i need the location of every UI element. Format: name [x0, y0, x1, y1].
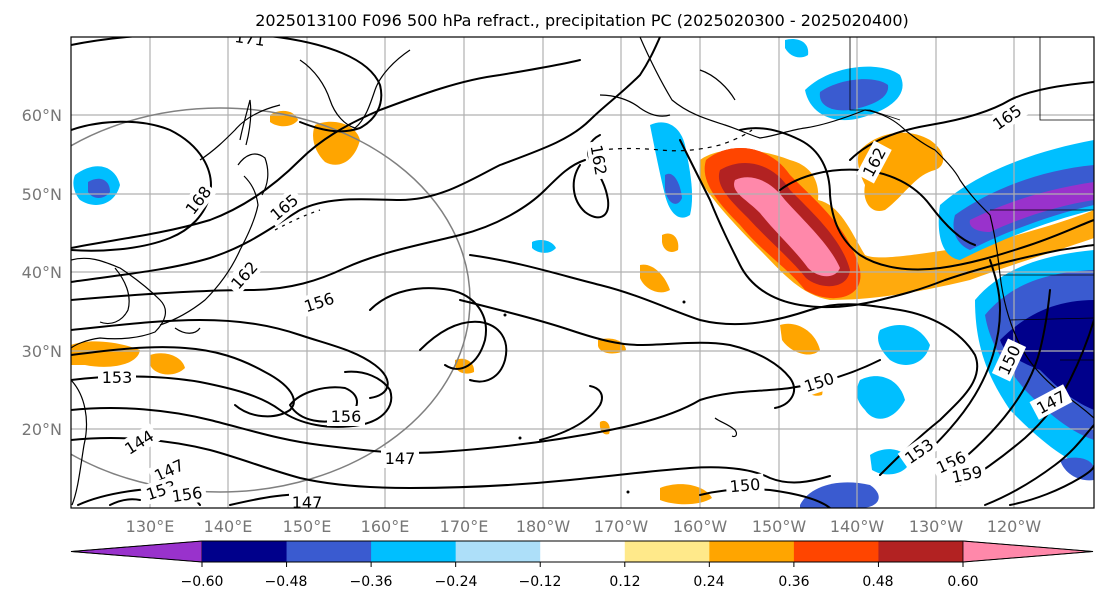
lon-labels: 130°E 140°E 150°E 160°E 170°E 180°W 170°… [126, 517, 1042, 536]
lon-label: 130°W [909, 517, 964, 536]
colorbar-segments [70, 540, 1094, 567]
lon-label: 170°W [594, 517, 649, 536]
contour-label: 171 [233, 27, 266, 50]
colorbar-tick-label: 0.36 [778, 574, 809, 590]
colorbar-segment [709, 541, 795, 562]
contour-label: 150 [729, 475, 761, 497]
contour-label: 153 [102, 368, 133, 387]
lon-label: 150°E [283, 517, 332, 536]
colorbar-tick-label: −0.36 [350, 574, 393, 590]
lat-labels: 60°N 50°N 40°N 30°N 20°N [22, 106, 62, 439]
colorbar-segment [70, 540, 203, 563]
lon-label: 120°W [987, 517, 1042, 536]
lon-label: 170°E [440, 517, 489, 536]
colorbar-segment [793, 541, 879, 562]
range-circle [71, 107, 471, 493]
colorbar-tick-label: −0.24 [435, 574, 478, 590]
colorbar-segment [202, 541, 288, 562]
colorbar-tick-label: 0.24 [693, 574, 724, 590]
contour-label: 156 [331, 407, 362, 426]
colorbar-segment [878, 541, 964, 562]
contour-label: 156 [171, 483, 204, 506]
colorbar: −0.60 −0.48 −0.36 −0.24 −0.12 0.12 0.24 … [70, 540, 1094, 590]
colorbar-segment [540, 541, 626, 562]
lat-label: 40°N [22, 263, 62, 282]
colorbar-segment [286, 541, 372, 562]
colorbar-tick-label: −0.60 [181, 574, 224, 590]
lon-label: 140°E [204, 517, 253, 536]
lat-label: 30°N [22, 342, 62, 361]
borders [849, 37, 1094, 361]
colorbar-segment [962, 540, 1094, 563]
lat-label: 20°N [22, 420, 62, 439]
colorbar-tick-label: 0.60 [947, 574, 978, 590]
contour-label: 147 [292, 493, 323, 512]
map-panel: 171 168 165 162 162 162 165 156 156 153 [70, 27, 1095, 512]
lon-label: 140°W [830, 517, 885, 536]
colorbar-tick-label: −0.48 [265, 574, 308, 590]
colorbar-segment [624, 541, 710, 562]
contour-label: 147 [385, 449, 416, 468]
lat-label: 60°N [22, 106, 62, 125]
colorbar-tick-label: −0.12 [519, 574, 562, 590]
lon-label: 130°E [126, 517, 175, 536]
colorbar-tick-labels: −0.60 −0.48 −0.36 −0.24 −0.12 0.12 0.24 … [181, 574, 979, 590]
colorbar-segment [455, 541, 541, 562]
lon-label: 180°W [516, 517, 571, 536]
colorbar-tick-label: 0.48 [862, 574, 893, 590]
lon-label: 160°W [673, 517, 728, 536]
lon-label: 160°E [361, 517, 410, 536]
map-title: 2025013100 F096 500 hPa refract., precip… [255, 11, 909, 30]
lon-label: 150°W [752, 517, 807, 536]
colorbar-segment [371, 541, 457, 562]
colorbar-tick-label: 0.12 [609, 574, 640, 590]
lat-label: 50°N [22, 185, 62, 204]
